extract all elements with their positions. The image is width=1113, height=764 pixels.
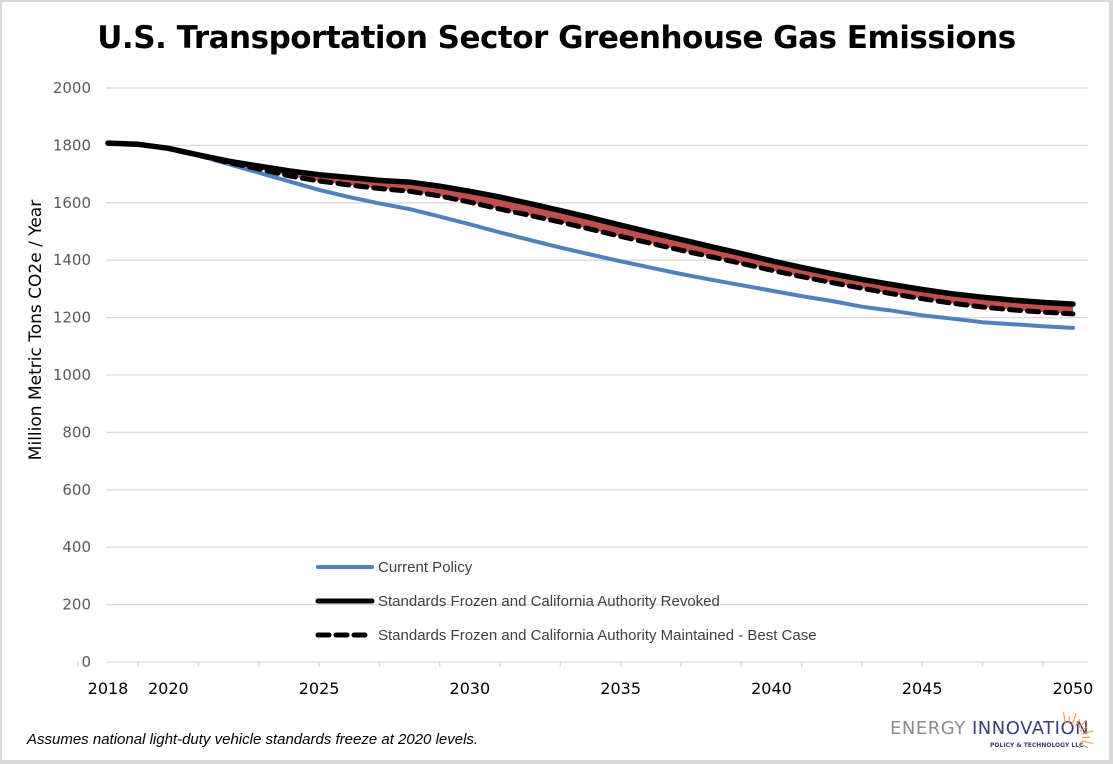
x-tick-labels: 2018 2020 2025 2030 2035 2040 2045 2050 (88, 679, 1094, 698)
sunburst-ray (1081, 730, 1094, 735)
x-tick-label: 2030 (450, 679, 491, 698)
y-tick-label: 200 (62, 596, 91, 614)
sunburst-ray (1079, 726, 1088, 732)
sunburst-ray (1081, 740, 1094, 744)
y-tick-label: 1400 (53, 251, 91, 269)
sunburst-ray (1071, 713, 1077, 725)
sunburst-ray (1068, 716, 1071, 725)
x-tick-label: 2050 (1053, 679, 1094, 698)
legend-label: Standards Frozen and California Authorit… (378, 627, 817, 644)
gridlines (106, 87, 1088, 606)
y-tick-label: 1200 (53, 309, 91, 327)
y-axis-label: Million Metric Tons CO2e / Year (26, 200, 46, 460)
x-tick-label: 2025 (299, 679, 340, 698)
logo-word-energy: ENERGY (890, 718, 966, 739)
legend: Current Policy Standards Frozen and Calif… (315, 559, 817, 644)
y-tick-label: 800 (62, 423, 91, 441)
legend-label: Standards Frozen and California Authorit… (378, 593, 720, 610)
y-tick-label: 400 (62, 538, 91, 556)
sunburst-icon (1062, 712, 1094, 748)
y-tick-label: 2000 (53, 79, 91, 97)
logo-wordmark: ENERGY INNOVATION (890, 718, 1089, 739)
footnote: Assumes national light-duty vehicle stan… (27, 731, 479, 748)
x-axis (77, 661, 1088, 667)
sunburst-ray (1074, 719, 1081, 727)
series-line-current-policy (106, 141, 1075, 330)
legend-entry-standards-revoked: Standards Frozen and California Authorit… (315, 593, 720, 610)
sunburst-ray (1080, 743, 1089, 748)
energy-innovation-logo: ENERGY INNOVATION POLICY & TECHNOLOGY LL… (890, 712, 1094, 749)
plot-area (105, 140, 1076, 330)
x-tick-label: 2045 (902, 679, 943, 698)
legend-label: Current Policy (378, 559, 473, 576)
y-tick-labels: 0 200 400 600 800 1000 1200 1400 1600 1800 2000 (53, 79, 91, 671)
sunburst-ray (1077, 719, 1088, 729)
x-tick-label: 2035 (600, 679, 641, 698)
series-line-standards-maintained (105, 140, 1076, 317)
y-tick-label: 1000 (53, 366, 91, 384)
legend-entry-standards-maintained: Standards Frozen and California Authorit… (315, 627, 817, 644)
logo-subtitle: POLICY & TECHNOLOGY LLC (990, 742, 1084, 749)
y-tick-label: 1800 (53, 136, 91, 154)
chart-title: U.S. Transportation Sector Greenhouse Ga… (97, 20, 1016, 56)
x-tick-label: 2018 (88, 679, 129, 698)
series-line-standards-revoked (105, 140, 1076, 307)
x-tick-label: 2040 (751, 679, 792, 698)
logo-word-innovation: INNOVATION (972, 718, 1090, 739)
x-tick-label: 2020 (148, 679, 189, 698)
y-tick-label: 600 (62, 481, 91, 499)
legend-entry-current-policy: Current Policy (316, 559, 473, 576)
y-tick-label: 0 (81, 653, 91, 671)
y-tick-label: 1600 (53, 194, 91, 212)
sunburst-ray (1062, 712, 1067, 725)
